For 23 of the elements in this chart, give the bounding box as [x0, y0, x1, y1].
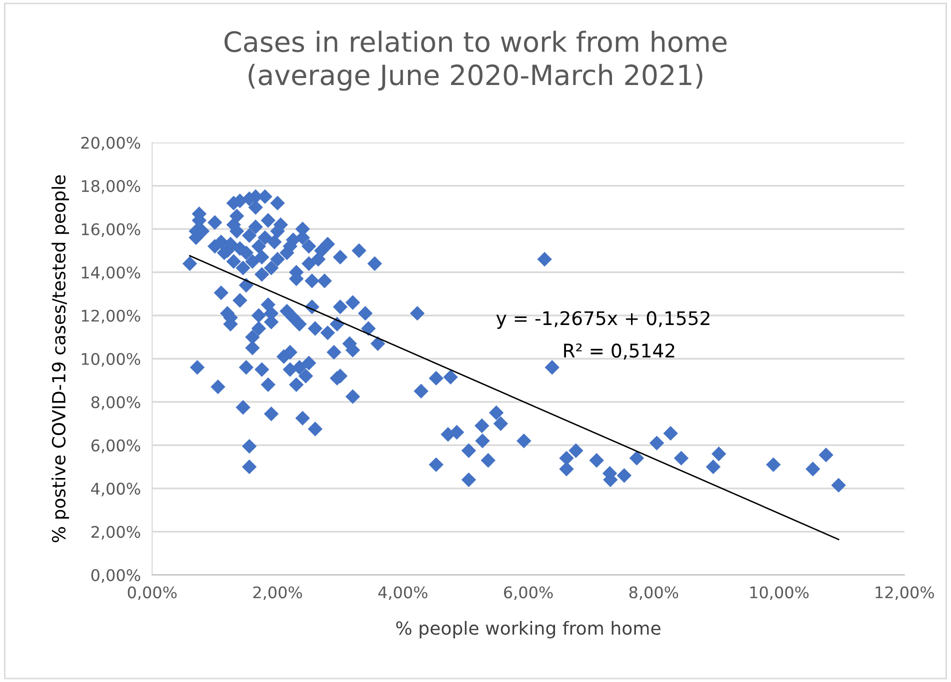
x-tick-label: 10,00%: [750, 586, 809, 600]
y-tick-label: 18,00%: [82, 180, 140, 194]
y-tick-label: 16,00%: [82, 223, 140, 237]
x-axis-title: % people working from home: [396, 620, 660, 638]
x-tick-label: 2,00%: [253, 586, 302, 600]
chart-title: Cases in relation to work from home (average June 2020-March 2021): [224, 30, 727, 91]
x-tick-label: 6,00%: [504, 586, 553, 600]
y-tick-label: 6,00%: [91, 439, 140, 454]
annotation: y = -1,2675x + 0,1552: [496, 311, 710, 329]
y-tick-label: 10,00%: [82, 352, 140, 367]
x-tick-label: 8,00%: [629, 586, 678, 600]
y-tick-label: 4,00%: [91, 482, 140, 496]
y-tick-label: 2,00%: [91, 526, 140, 540]
y-tick-label: 12,00%: [82, 310, 140, 324]
x-tick-label: 0,00%: [128, 586, 177, 600]
y-tick-label: 0,00%: [91, 569, 140, 583]
y-tick-label: 8,00%: [91, 396, 140, 410]
x-tick-label: 12,00%: [876, 586, 934, 600]
y-axis-title: % postive COVID-19 cases/tested people: [52, 175, 70, 542]
y-tick-label: 14,00%: [82, 266, 140, 280]
annotation: R² = 0,5142: [564, 344, 674, 360]
y-tick-label: 20,00%: [81, 136, 140, 150]
x-tick-label: 4,00%: [378, 586, 428, 600]
